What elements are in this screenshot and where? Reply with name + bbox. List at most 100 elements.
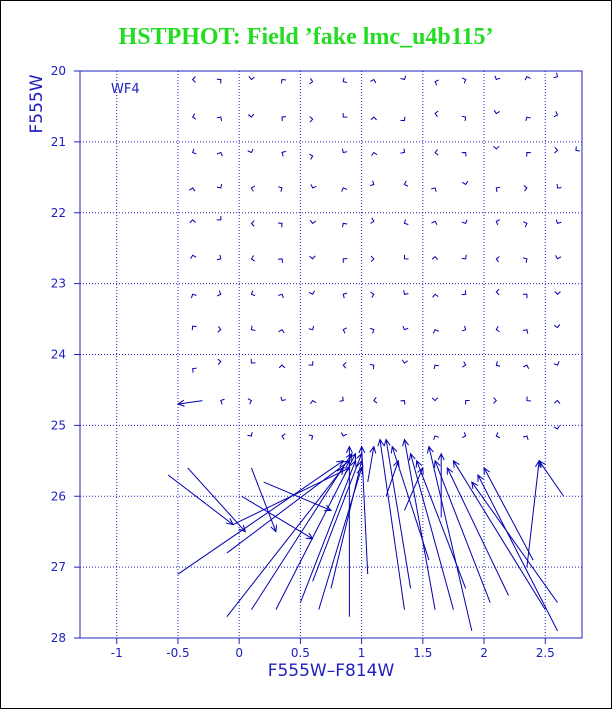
small-vector-mark: [216, 254, 222, 261]
small-vector-mark: [216, 215, 222, 221]
small-vector-mark: [431, 220, 438, 226]
vector-head: [345, 452, 353, 461]
small-vector-mark: [553, 425, 560, 430]
error-vector: [483, 466, 534, 561]
small-vector-mark: [247, 113, 255, 118]
vector-line: [361, 446, 369, 575]
error-vector: [250, 452, 353, 610]
small-vector-mark: [495, 219, 501, 226]
small-vector-mark: [553, 361, 560, 366]
vector-line: [385, 439, 412, 589]
vector-head: [408, 452, 416, 461]
small-vector-mark: [370, 291, 375, 298]
vector-head: [358, 445, 366, 454]
small-vector-mark: [371, 151, 378, 157]
vector-head: [471, 481, 479, 490]
vector-line: [250, 453, 353, 610]
small-vector-mark: [403, 290, 409, 295]
small-vector-mark: [522, 293, 528, 299]
x-axis-label: F555W–F814W: [268, 661, 395, 681]
small-vector-mark: [189, 187, 196, 192]
small-vector-mark: [401, 359, 409, 364]
vector-line: [241, 495, 313, 540]
small-vector-mark: [434, 79, 439, 86]
small-vector-mark: [434, 110, 439, 118]
vector-head: [477, 473, 484, 482]
y-tick-label: 28: [51, 631, 66, 645]
small-vector-mark: [250, 185, 256, 192]
small-vector-mark: [370, 255, 375, 263]
error-vector: [415, 459, 467, 589]
small-vector-mark: [342, 222, 348, 228]
error-vector: [367, 445, 377, 483]
small-vector-mark: [342, 113, 348, 118]
error-vector: [383, 438, 412, 589]
vector-line: [410, 453, 454, 610]
small-vector-mark: [402, 325, 409, 331]
small-vector-mark: [308, 434, 314, 441]
small-vector-mark: [433, 364, 440, 370]
small-vector-mark: [462, 180, 469, 186]
x-tick-label: 1.5: [413, 646, 432, 660]
y-tick-label: 25: [51, 418, 66, 432]
vector-head: [434, 459, 441, 468]
vector-head: [270, 524, 277, 533]
small-vector-mark: [190, 293, 197, 299]
x-tick-label: -1: [111, 646, 123, 660]
vector-head: [426, 445, 434, 454]
error-vector: [477, 473, 558, 632]
small-vector-mark: [553, 324, 561, 329]
y-tick-label: 21: [51, 135, 66, 149]
small-vector-mark: [191, 76, 196, 83]
grid-lines: [80, 71, 582, 638]
vector-line: [526, 460, 540, 568]
vector-head: [393, 459, 400, 468]
small-vector-mark: [216, 290, 222, 297]
error-vector: [434, 459, 491, 603]
small-vector-mark: [493, 109, 500, 115]
small-vector-mark: [461, 219, 468, 225]
small-vector-mark: [400, 400, 406, 405]
small-vector-mark: [191, 113, 197, 120]
small-vector-mark: [342, 77, 348, 84]
small-vector-mark: [431, 187, 437, 192]
error-vector: [250, 467, 277, 533]
small-vector-mark: [554, 291, 561, 295]
small-vector-mark: [555, 219, 562, 224]
small-vector-mark: [309, 255, 316, 260]
small-vector-mark: [523, 185, 528, 192]
small-vector-mark: [277, 222, 283, 228]
small-vector-mark: [522, 435, 529, 440]
small-vector-mark: [340, 432, 348, 437]
error-vector: [402, 438, 436, 610]
small-vector-mark: [369, 364, 375, 370]
vector-head: [437, 452, 445, 461]
small-vector-mark: [495, 361, 501, 367]
small-vector-mark: [553, 111, 559, 118]
small-vector-mark: [400, 116, 406, 122]
small-vector-mark: [250, 325, 256, 331]
panel-label: WF4: [111, 82, 140, 97]
vector-head: [483, 466, 490, 475]
vector-line: [330, 460, 363, 589]
vector-head: [336, 460, 345, 468]
vector-line: [226, 460, 350, 554]
y-tick-label: 23: [51, 277, 66, 291]
vector-line: [453, 460, 546, 610]
small-vector-mark: [432, 329, 439, 334]
small-vector-mark: [217, 326, 222, 333]
vector-line: [477, 474, 558, 632]
small-vector-mark: [373, 397, 378, 404]
small-vector-mark: [403, 219, 409, 225]
small-vector-mark: [495, 325, 500, 333]
small-vector-mark: [495, 256, 500, 263]
vector-head: [402, 438, 409, 447]
small-vector-mark: [190, 254, 197, 259]
vector-line: [434, 460, 491, 603]
vector-line: [177, 460, 344, 575]
small-vector-mark: [524, 76, 531, 81]
small-vector-mark: [189, 219, 196, 224]
small-vector-mark: [339, 396, 344, 402]
small-vector-mark: [309, 116, 314, 123]
